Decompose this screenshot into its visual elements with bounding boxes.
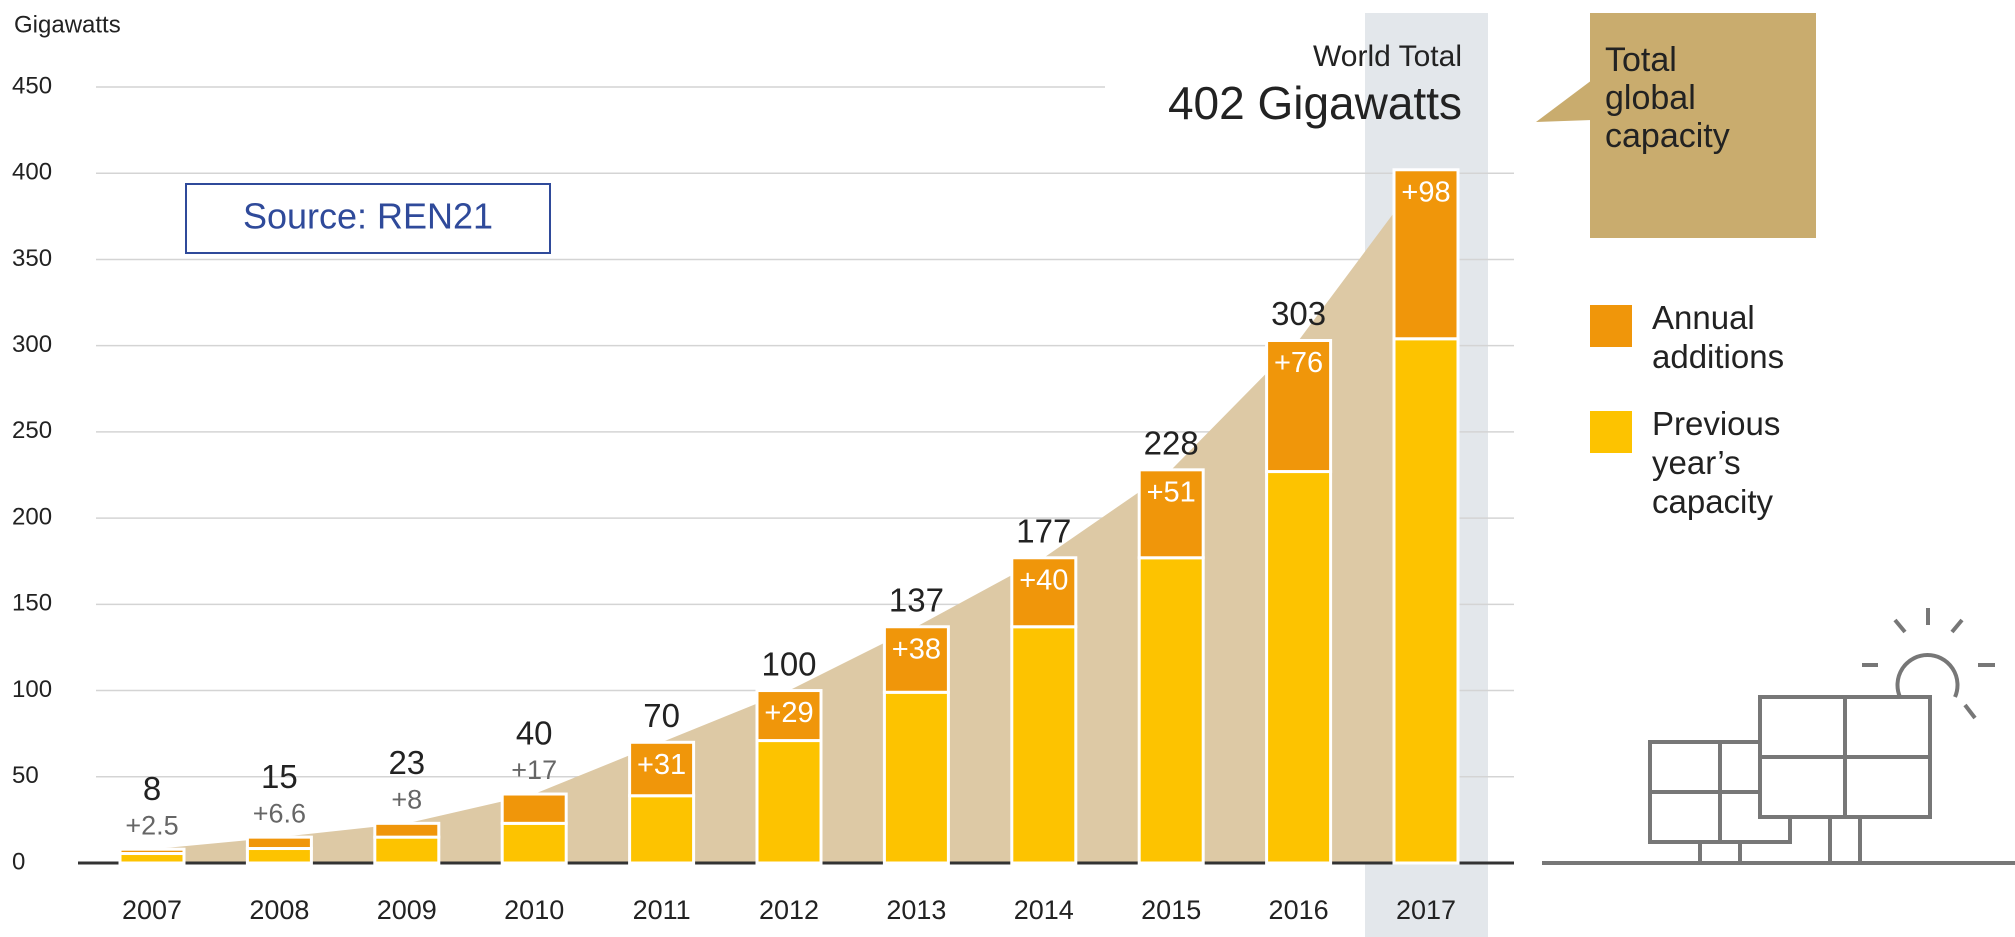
total-label: 70 (643, 697, 680, 734)
value-label: +17 (511, 755, 557, 785)
value-label: +6.6 (253, 798, 306, 828)
bar-segment (755, 739, 823, 865)
value-label: +98 (1401, 176, 1450, 208)
y-tick-label: 100 (12, 676, 52, 703)
value-label: +76 (1274, 347, 1323, 379)
bar-segment (1010, 556, 1078, 629)
bar-segment (1265, 338, 1333, 474)
y-axis-label: Gigawatts (14, 11, 121, 38)
total-label: 137 (889, 581, 944, 618)
legend-swatch (1590, 411, 1632, 453)
x-tick-label: 2013 (886, 895, 946, 925)
bar-segment (882, 690, 950, 865)
total-label: 23 (388, 744, 425, 781)
bar-segment (628, 740, 696, 798)
y-tick-label: 0 (12, 848, 25, 875)
bar-segment (245, 835, 313, 851)
value-label: +40 (1019, 564, 1068, 596)
value-label: +31 (637, 749, 686, 781)
bar-segment (500, 792, 568, 825)
x-tick-label: 2010 (504, 895, 564, 925)
y-tick-label: 350 (12, 245, 52, 272)
bar-segment (373, 835, 441, 865)
y-tick-label: 150 (12, 590, 52, 617)
solar-icon (1542, 608, 2015, 865)
legend: Total global capacity Annual additions Previ… (1536, 13, 1816, 520)
total-label: 40 (516, 715, 553, 752)
total-label: 100 (761, 645, 816, 682)
y-tick-label: 300 (12, 331, 52, 358)
x-tick-label: 2015 (1141, 895, 1201, 925)
total-area (120, 169, 1426, 864)
x-tick-label: 2017 (1396, 895, 1456, 925)
total-label: 8 (143, 770, 161, 807)
y-tick-label: 400 (12, 159, 52, 186)
bar-segment (245, 847, 313, 865)
y-tick-label: 250 (12, 417, 52, 444)
x-tick-label: 2016 (1269, 895, 1329, 925)
bar-segment (1137, 468, 1205, 560)
bar-segment (118, 847, 186, 856)
legend-area-box (1590, 13, 1816, 238)
legend-area-label: Total global capacity (1605, 41, 1730, 155)
bar-segment (1392, 337, 1460, 865)
total-label: 177 (1016, 512, 1071, 549)
total-label: 228 (1144, 425, 1199, 462)
bar-segment (882, 625, 950, 694)
annotation-text: 402 Gigawatts (1168, 77, 1462, 129)
legend-label: Previous year’s capacity (1652, 405, 1780, 520)
source-box (185, 183, 551, 254)
x-tick-label: 2007 (122, 895, 182, 925)
x-tick-label: 2009 (377, 895, 437, 925)
value-label: +51 (1147, 476, 1196, 508)
value-label: +38 (892, 633, 941, 665)
value-label: +29 (764, 697, 813, 729)
annotation-title: World Total (1313, 40, 1462, 73)
y-tick-label: 450 (12, 72, 52, 99)
x-tick-label: 2008 (249, 895, 309, 925)
y-tick-label: 50 (12, 762, 39, 789)
bar-segment (628, 794, 696, 865)
bar-segment (500, 821, 568, 865)
bar-segment (1010, 625, 1078, 865)
source: Source: REN21 (243, 196, 493, 237)
total-label: 303 (1271, 295, 1326, 332)
bar-segment (1265, 470, 1333, 865)
legend-swatch (1590, 305, 1632, 347)
x-tick-label: 2011 (633, 895, 691, 925)
y-tick-label: 200 (12, 503, 52, 530)
legend-pointer (1536, 80, 1592, 122)
legend-label: Annual additions (1652, 299, 1784, 375)
total-label: 15 (261, 758, 298, 795)
value-label: +2.5 (125, 810, 178, 840)
bar-segment (373, 821, 441, 839)
bar-segment (1392, 168, 1460, 341)
bar-segment (755, 689, 823, 743)
x-tick-label: 2012 (759, 895, 819, 925)
value-label: +8 (391, 784, 422, 814)
bar-segment (1137, 556, 1205, 865)
x-tick-label: 2014 (1014, 895, 1074, 925)
